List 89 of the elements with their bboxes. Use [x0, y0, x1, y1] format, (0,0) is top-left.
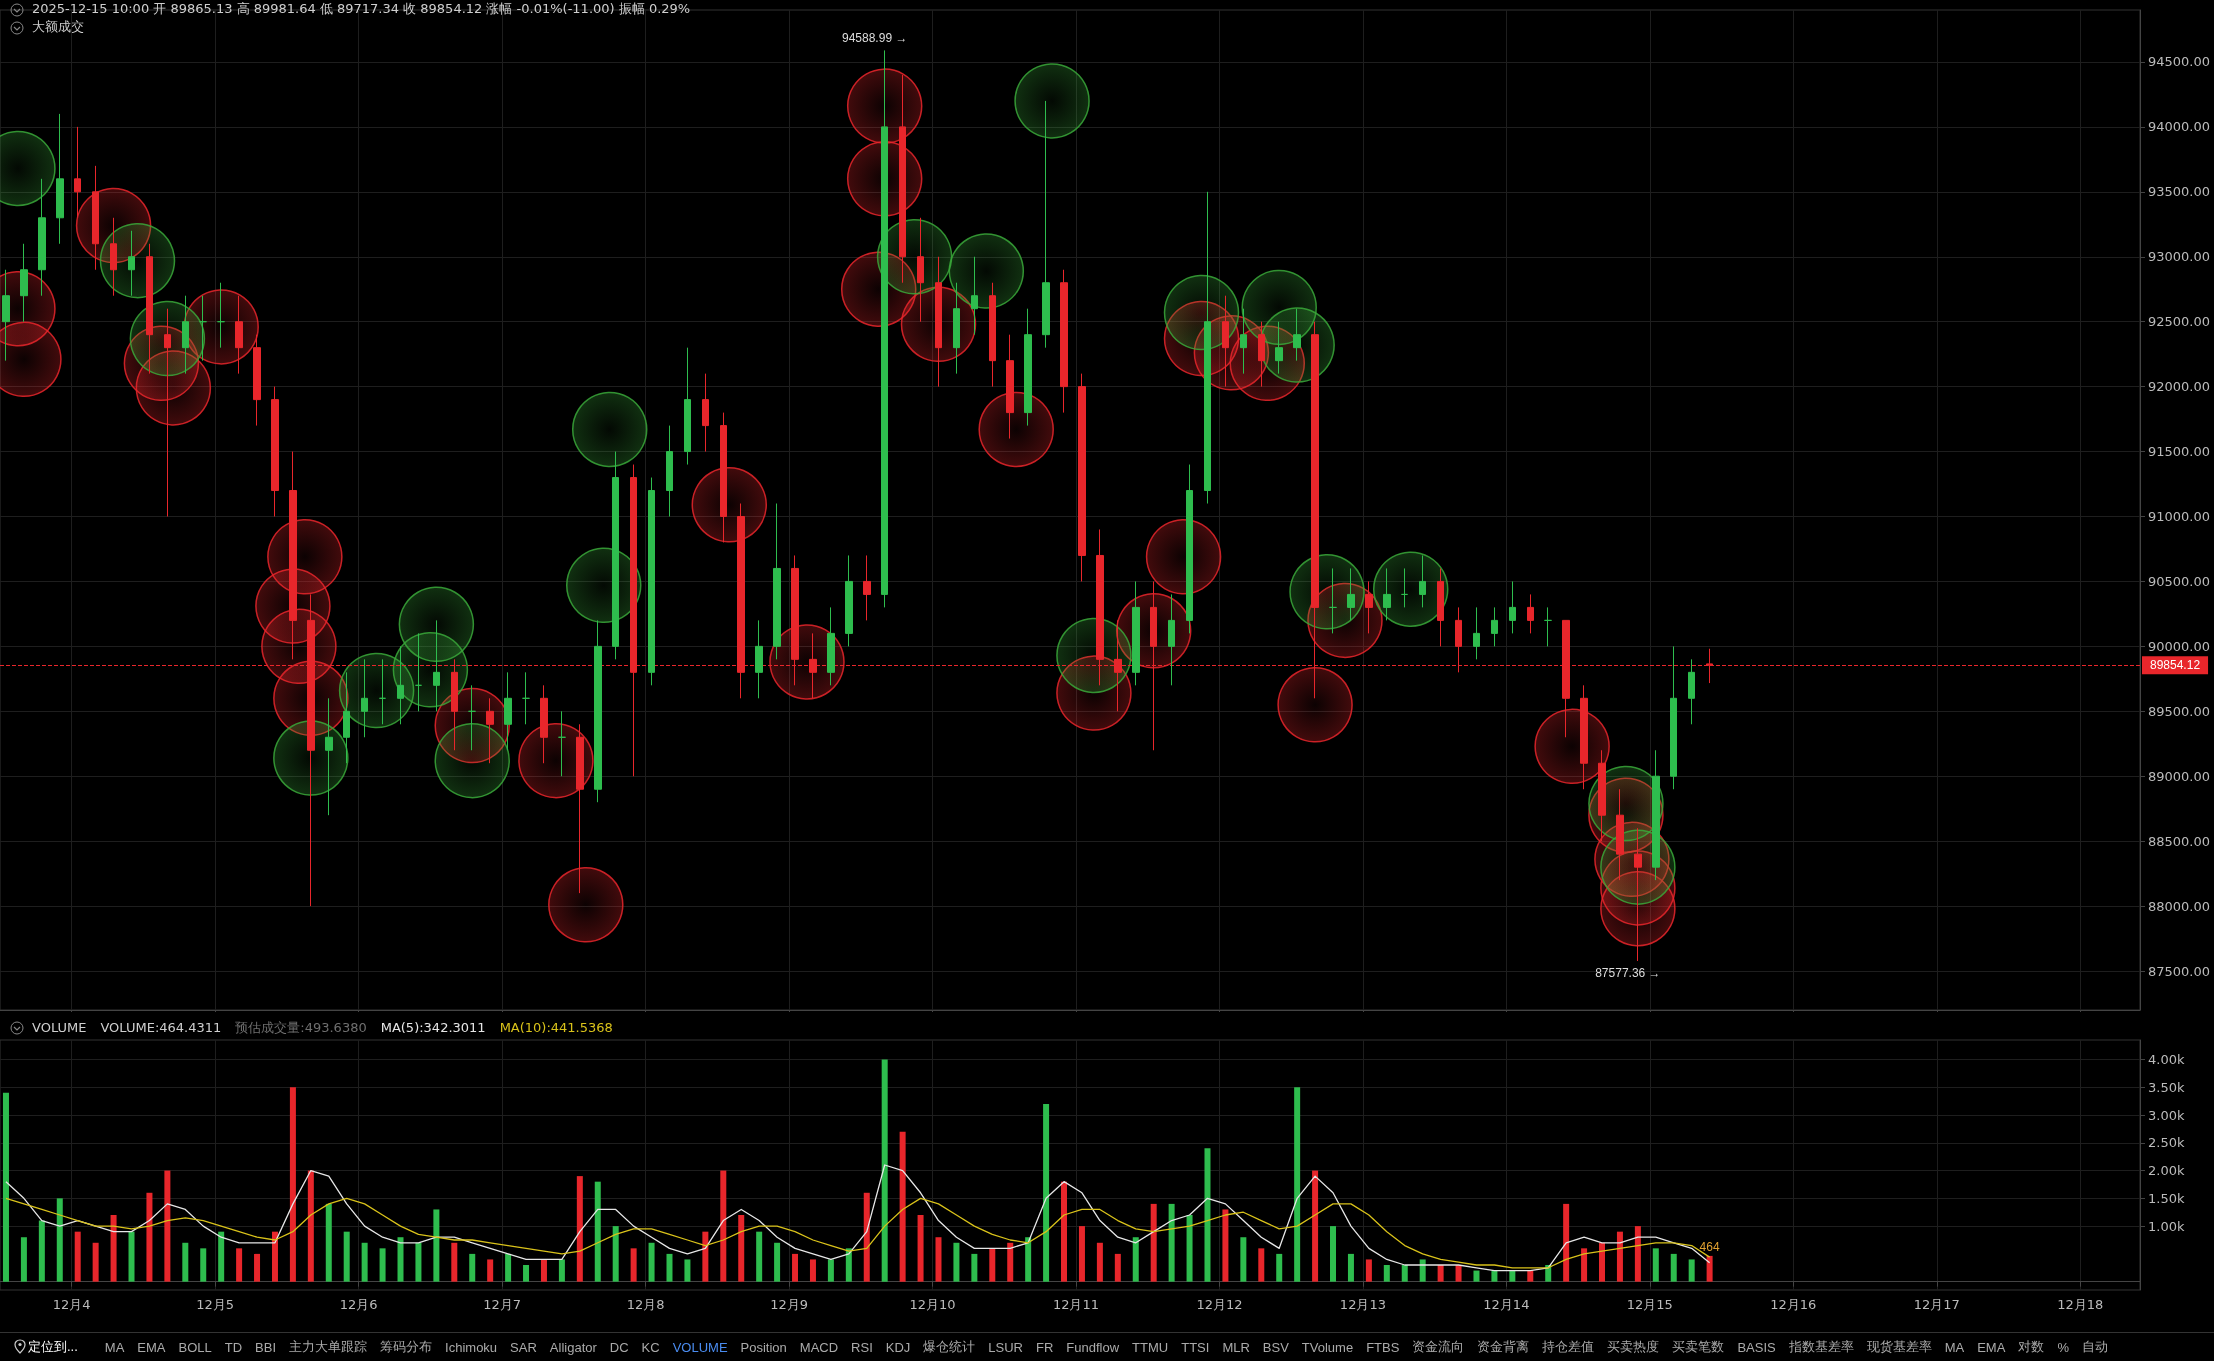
- x-tick-label: 12月7: [483, 1297, 522, 1312]
- text: MLR: [1222, 1339, 1250, 1355]
- text: VOLUME:464.4311: [100, 1020, 222, 1035]
- y-tick-label: 94000.00: [2148, 119, 2211, 135]
- y-tick-label: 94500.00: [2148, 54, 2211, 70]
- y-tick-label: 93500.00: [2148, 184, 2211, 200]
- text: KDJ: [885, 1339, 911, 1355]
- text: RSI: [851, 1339, 873, 1355]
- annotation: 94588.99 →: [842, 31, 908, 46]
- text: MA: [1944, 1339, 1965, 1355]
- text: 买卖笔数: [1672, 1338, 1725, 1356]
- text: BSV: [1262, 1339, 1289, 1355]
- text: VOLUME: [672, 1339, 728, 1355]
- data-label: 464: [1699, 1239, 1720, 1254]
- text: Position: [740, 1339, 787, 1355]
- y-tick-label: 90000.00: [2148, 638, 2211, 654]
- text: TTSI: [1181, 1339, 1210, 1355]
- x-tick-label: 12月16: [1770, 1297, 1817, 1312]
- y-tick-label: 4.00k: [2148, 1051, 2185, 1067]
- y-tick-label: 1.00k: [2148, 1218, 2185, 1234]
- text: 持仓差值: [1542, 1338, 1595, 1356]
- y-tick-label: 91500.00: [2148, 444, 2211, 460]
- text: FTBS: [1366, 1339, 1400, 1355]
- text: FR: [1036, 1339, 1054, 1355]
- x-tick-label: 12月11: [1052, 1297, 1100, 1312]
- y-tick-label: 3.50k: [2148, 1079, 2185, 1095]
- chart-title: 2025-12-15 10:00 开 89865.13 高 89981.64 低 89717.34 收 89854.12 涨幅 -0.01%(-11.00) 振幅 0.29%: [32, 1, 691, 16]
- text: %: [2057, 1339, 2069, 1355]
- y-tick-label: 89000.00: [2148, 768, 2211, 784]
- x-tick-label: 12月9: [770, 1297, 808, 1312]
- text: BOLL: [178, 1339, 212, 1355]
- x-tick-label: 12月13: [1339, 1297, 1386, 1312]
- text: EMA: [137, 1339, 166, 1355]
- text: MACD: [799, 1339, 839, 1355]
- text: 主力大单跟踪: [289, 1338, 368, 1356]
- text: 资金背离: [1477, 1338, 1530, 1356]
- text: 买卖热度: [1607, 1338, 1660, 1356]
- text: 资金流向: [1412, 1338, 1465, 1356]
- y-tick-label: 92500.00: [2148, 314, 2211, 330]
- annotation: 87577.36 →: [1595, 965, 1661, 980]
- text: TVolume: [1301, 1339, 1354, 1355]
- text: Fundflow: [1066, 1339, 1120, 1355]
- text: MA(5):342.3011: [380, 1020, 486, 1035]
- text: MA(10):441.5368: [499, 1020, 613, 1035]
- text: MA: [104, 1339, 125, 1355]
- x-tick-label: 12月14: [1483, 1297, 1530, 1312]
- x-tick-label: 12月5: [196, 1297, 235, 1312]
- text: KC: [641, 1339, 660, 1355]
- x-tick-label: 12月6: [339, 1297, 378, 1312]
- text: 定位到...: [28, 1338, 78, 1356]
- y-tick-label: 89500.00: [2148, 703, 2211, 719]
- text: 预估成交量:493.6380: [235, 1020, 367, 1035]
- text: BASIS: [1737, 1339, 1776, 1355]
- text: 筹码分布: [380, 1338, 433, 1356]
- text: BBI: [255, 1339, 277, 1355]
- y-tick-label: 1.50k: [2148, 1190, 2185, 1206]
- y-tick-label: 2.50k: [2148, 1135, 2185, 1151]
- y-tick-label: 93000.00: [2148, 249, 2211, 265]
- y-tick-label: 90500.00: [2148, 573, 2211, 589]
- x-tick-label: 12月10: [909, 1297, 956, 1312]
- chart-title: VOLUME: [32, 1020, 87, 1035]
- text: TD: [224, 1339, 243, 1355]
- text: 大额成交: [32, 19, 84, 34]
- text: LSUR: [988, 1339, 1024, 1355]
- y-tick-label: 2.00k: [2148, 1163, 2185, 1179]
- x-tick-label: 12月17: [1913, 1297, 1960, 1312]
- text: Alligator: [549, 1339, 597, 1355]
- text: EMA: [1977, 1339, 2006, 1355]
- text: 自动: [2081, 1338, 2108, 1356]
- y-tick-label: 87500.00: [2148, 963, 2211, 979]
- x-tick-label: 12月18: [2057, 1297, 2104, 1312]
- text: TTMU: [1132, 1339, 1169, 1355]
- text: 现货基差率: [1866, 1338, 1932, 1356]
- ref-line-label: 89854.12: [2150, 658, 2201, 673]
- y-tick-label: 91000.00: [2148, 508, 2211, 524]
- text: 指数基差率: [1788, 1338, 1854, 1356]
- x-tick-label: 12月8: [626, 1297, 665, 1312]
- y-tick-label: 88000.00: [2148, 898, 2211, 914]
- text: 对数: [2018, 1338, 2045, 1356]
- x-tick-label: 12月15: [1626, 1297, 1673, 1312]
- text: DC: [609, 1339, 629, 1355]
- y-tick-label: 3.00k: [2148, 1107, 2185, 1123]
- y-tick-label: 88500.00: [2148, 833, 2211, 849]
- text: SAR: [510, 1339, 537, 1355]
- x-tick-label: 12月4: [52, 1297, 91, 1312]
- y-tick-label: 92000.00: [2148, 379, 2211, 395]
- text: 爆仓统计: [923, 1338, 976, 1356]
- x-tick-label: 12月12: [1196, 1297, 1243, 1312]
- text: Ichimoku: [445, 1339, 498, 1355]
